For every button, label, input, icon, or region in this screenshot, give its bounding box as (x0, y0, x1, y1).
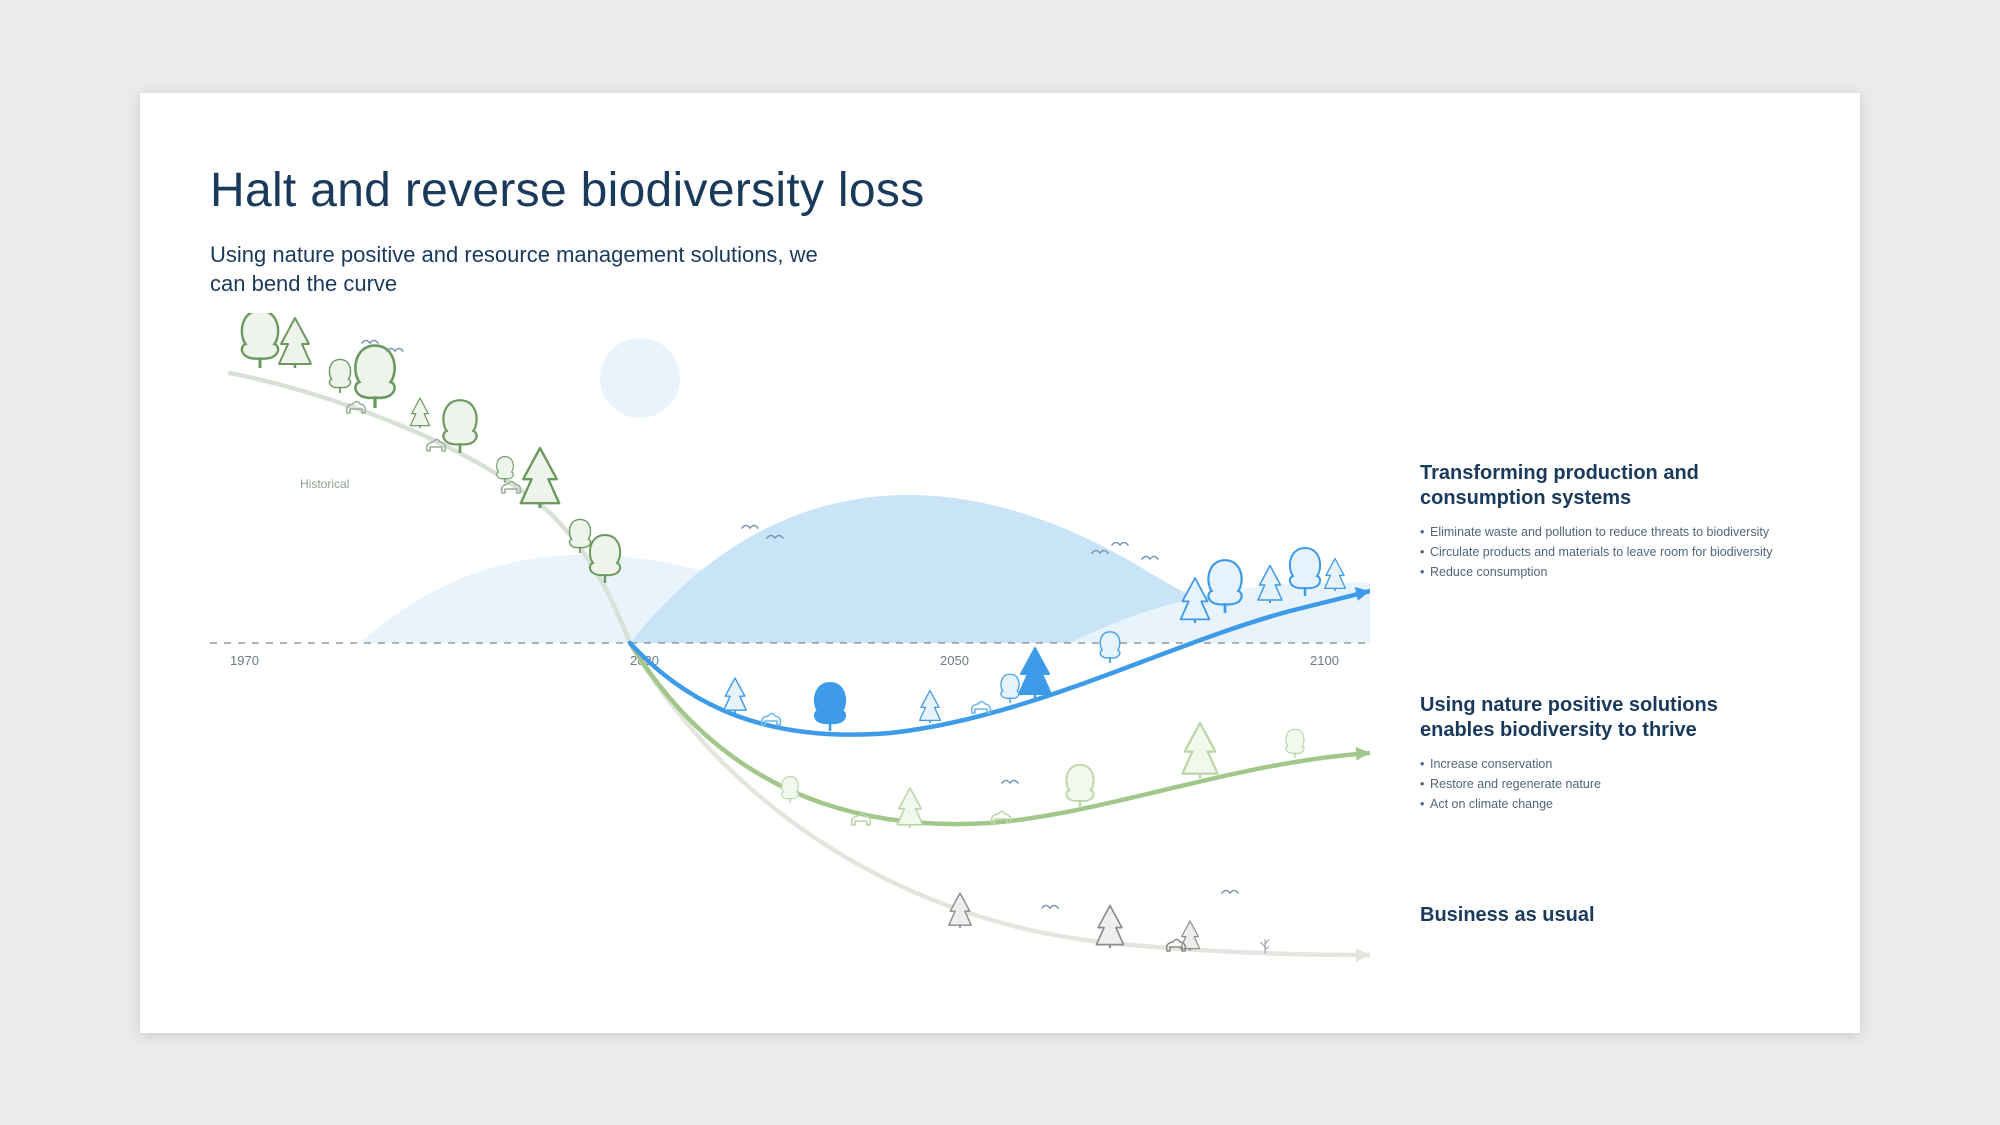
legend-bullet: Circulate products and materials to leav… (1420, 543, 1790, 561)
tree-icon (1100, 631, 1120, 662)
tree-icon (242, 313, 278, 368)
tree-icon (1180, 921, 1199, 951)
legend-title: Business as usual (1420, 903, 1790, 928)
tree-icon (1096, 905, 1123, 948)
page-title: Halt and reverse biodiversity loss (210, 163, 1790, 218)
tree-icon (279, 318, 311, 368)
tree-icon (497, 456, 514, 482)
legend-bullet-list: Eliminate waste and pollution to reduce … (1420, 523, 1790, 581)
bird-icon (742, 525, 758, 528)
tree-icon (1066, 764, 1093, 807)
bird-icon (1002, 780, 1018, 783)
bird-icon (362, 340, 378, 343)
axis-tick-label: 1970 (230, 653, 259, 668)
bird-icon (1222, 890, 1238, 893)
axis-tick-label: 2050 (940, 653, 969, 668)
axis-tick-label: 2100 (1310, 653, 1339, 668)
tree-icon (782, 776, 799, 802)
tree-icon (1182, 723, 1217, 778)
tree-icon (1019, 648, 1051, 698)
legend-bullet: Reduce consumption (1420, 563, 1790, 581)
page-subtitle: Using nature positive and resource manag… (210, 240, 830, 299)
tree-icon (355, 345, 394, 407)
tree-icon (329, 359, 350, 393)
legend-block: Transforming production and consumption … (1420, 461, 1790, 583)
legend-bullet: Act on climate change (1420, 795, 1790, 813)
tree-icon (1001, 674, 1019, 703)
tree-icon (569, 519, 590, 553)
tree-icon (1286, 729, 1304, 758)
bird-icon (1112, 542, 1128, 545)
animal-icon (972, 701, 991, 713)
legend-bullet: Eliminate waste and pollution to reduce … (1420, 523, 1790, 541)
tree-icon (724, 678, 746, 713)
biodiversity-chart: 1970202020502100Historical (210, 313, 1370, 973)
legend-bullet: Restore and regenerate nature (1420, 775, 1790, 793)
infographic-card: Halt and reverse biodiversity loss Using… (140, 93, 1860, 1033)
bird-icon (1142, 556, 1158, 559)
tree-icon (1181, 578, 1210, 623)
legend-block: Using nature positive solutions enables … (1420, 693, 1790, 815)
tree-icon (1325, 558, 1346, 591)
tree-icon (897, 788, 923, 828)
chart-area: 1970202020502100Historical Transforming … (210, 313, 1790, 973)
legend-title: Using nature positive solutions enables … (1420, 693, 1790, 743)
tree-icon (949, 893, 971, 928)
arrowhead-icon (1356, 948, 1370, 962)
tree-icon (521, 448, 559, 508)
bird-icon (1042, 905, 1058, 908)
tree-icon (410, 398, 429, 428)
sun-icon (600, 338, 680, 418)
historical-label: Historical (300, 477, 349, 491)
positive-curve (630, 643, 1370, 824)
legend-block: Business as usual (1420, 903, 1790, 940)
tree-icon (920, 690, 941, 723)
tree-icon (1258, 565, 1282, 603)
legend-bullet-list: Increase conservation Restore and regener… (1420, 755, 1790, 813)
animal-icon (762, 713, 781, 725)
tree-icon (815, 683, 845, 731)
legend-title: Transforming production and consumption … (1420, 461, 1790, 511)
arrowhead-icon (1356, 746, 1370, 761)
legend-bullet: Increase conservation (1420, 755, 1790, 773)
